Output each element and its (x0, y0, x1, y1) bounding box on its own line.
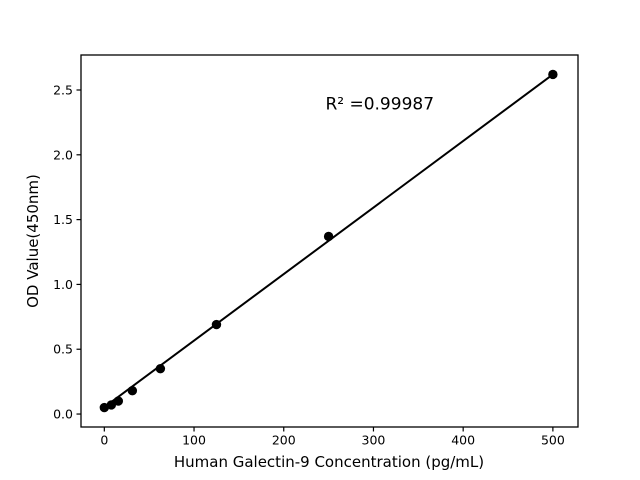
x-tick-label: 100 (182, 433, 206, 448)
data-point (548, 69, 558, 80)
data-point (211, 319, 222, 330)
y-axis-label: OD Value(450nm) (24, 174, 42, 308)
x-tick-label: 300 (362, 433, 386, 448)
x-tick-label: 200 (272, 433, 296, 448)
data-point (155, 363, 166, 374)
y-axis-ticks: 0.0 0.5 1.0 1.5 2.0 2.5 (53, 82, 81, 422)
data-point (113, 396, 124, 406)
y-tick-label: 1.0 (53, 277, 73, 292)
y-tick-label: 2.0 (53, 147, 73, 162)
r-squared-annotation: R² =0.99987 (325, 94, 434, 114)
data-points (99, 69, 558, 413)
y-tick-label: 0.0 (53, 407, 73, 422)
data-point (106, 400, 117, 410)
data-point (323, 231, 334, 242)
x-tick-label: 500 (541, 433, 565, 448)
data-point (127, 386, 138, 396)
y-tick-label: 0.5 (53, 342, 73, 357)
x-tick-label: 0 (100, 433, 108, 448)
x-axis-label: Human Galectin-9 Concentration (pg/mL) (174, 453, 484, 471)
y-tick-label: 2.5 (53, 82, 73, 97)
x-tick-label: 400 (451, 433, 475, 448)
y-tick-label: 1.5 (53, 212, 73, 227)
x-axis-ticks: 0 100 200 300 400 500 (100, 427, 565, 448)
